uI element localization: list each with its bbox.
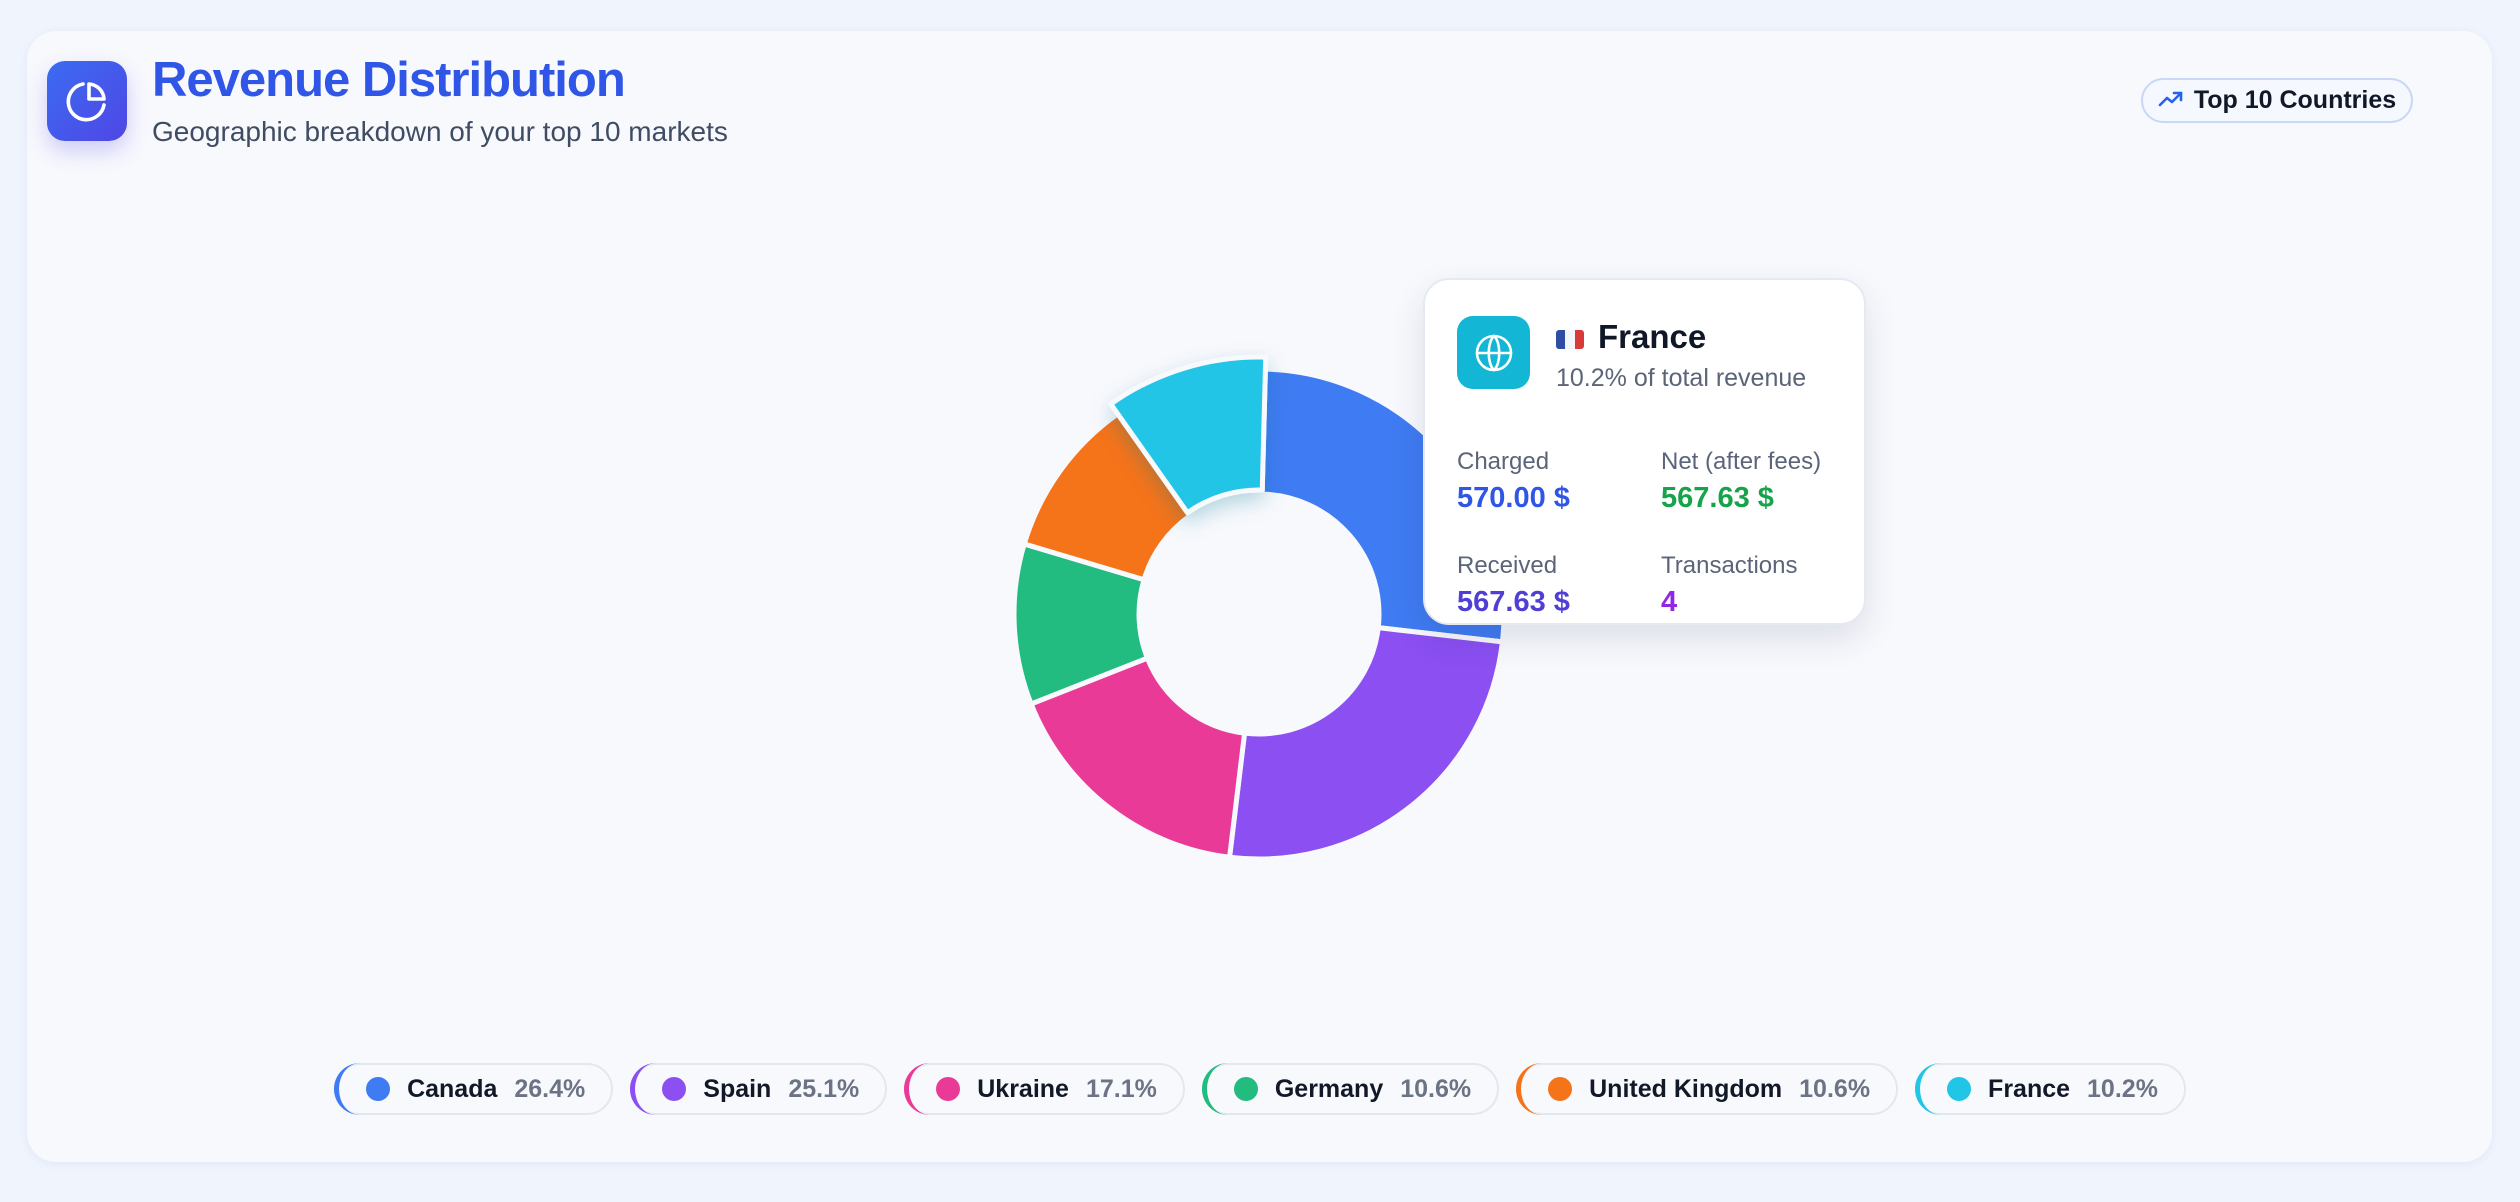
received-label: Received (1457, 552, 1558, 579)
legend-accent (1516, 1063, 1542, 1115)
transactions-value: 4 (1661, 586, 1678, 618)
legend-item-france[interactable]: France 10.2% (1915, 1063, 2186, 1115)
legend-percent: 25.1% (788, 1074, 860, 1103)
legend-accent (1915, 1063, 1941, 1115)
legend-dot (366, 1077, 391, 1101)
trending-up-icon (2158, 86, 2184, 115)
legend-dot (1233, 1077, 1258, 1101)
tooltip-country: France (1598, 318, 1707, 355)
slice-ukraine[interactable] (1028, 655, 1248, 860)
legend-percent: 26.4% (514, 1074, 586, 1103)
slice-france[interactable] (1108, 354, 1269, 516)
net-value: 567.63 $ (1661, 482, 1774, 514)
legend-name: Spain (703, 1074, 772, 1103)
globe-icon (1457, 316, 1530, 389)
legend-name: France (1988, 1074, 2071, 1103)
legend-accent (904, 1063, 930, 1115)
legend-accent (1201, 1063, 1228, 1115)
legend-dot (936, 1077, 961, 1101)
page-subtitle: Geographic breakdown of your top 10 mark… (152, 116, 728, 147)
legend-percent: 17.1% (1085, 1074, 1157, 1103)
country-tooltip: France 10.2% of total revenue Charged 57… (1423, 278, 1866, 625)
legend-dot (1548, 1077, 1573, 1101)
legend-percent: 10.2% (2087, 1074, 2158, 1103)
charged-value: 570.00 $ (1457, 482, 1570, 514)
pie-chart-icon (47, 61, 127, 141)
legend-dot (1947, 1077, 1972, 1101)
legend-item-canada[interactable]: Canada 26.4% (334, 1063, 614, 1115)
legend-item-spain[interactable]: Spain 25.1% (630, 1063, 888, 1115)
slice-spain[interactable] (1227, 625, 1505, 862)
badge-label: Top 10 Countries (2193, 86, 2397, 114)
charged-label: Charged (1457, 448, 1550, 475)
legend-name: United Kingdom (1589, 1074, 1783, 1103)
legend-accent (334, 1063, 360, 1115)
transactions-label: Transactions (1661, 552, 1798, 579)
received-value: 567.63 $ (1457, 586, 1570, 618)
top-countries-badge[interactable]: Top 10 Countries (2141, 78, 2413, 123)
legend-name: Canada (407, 1074, 498, 1103)
chart-legend: Canada 26.4% Spain 25.1% Ukraine 17.1% Germany… (0, 1063, 2520, 1115)
legend-percent: 10.6% (1400, 1074, 1472, 1103)
legend-dot (662, 1077, 687, 1101)
legend-item-united-kingdom[interactable]: United Kingdom 10.6% (1516, 1063, 1899, 1115)
legend-name: Germany (1274, 1074, 1384, 1103)
revenue-card (27, 31, 2492, 1162)
page-title: Revenue Distribution (152, 53, 626, 107)
legend-name: Ukraine (977, 1074, 1069, 1103)
legend-item-ukraine[interactable]: Ukraine 17.1% (904, 1063, 1185, 1115)
legend-percent: 10.6% (1799, 1074, 1871, 1103)
legend-accent (630, 1063, 656, 1115)
tooltip-share: 10.2% of total revenue (1556, 364, 1807, 392)
net-label: Net (after fees) (1661, 448, 1822, 475)
legend-item-germany[interactable]: Germany 10.6% (1201, 1063, 1500, 1115)
france-flag-icon (1556, 330, 1584, 349)
